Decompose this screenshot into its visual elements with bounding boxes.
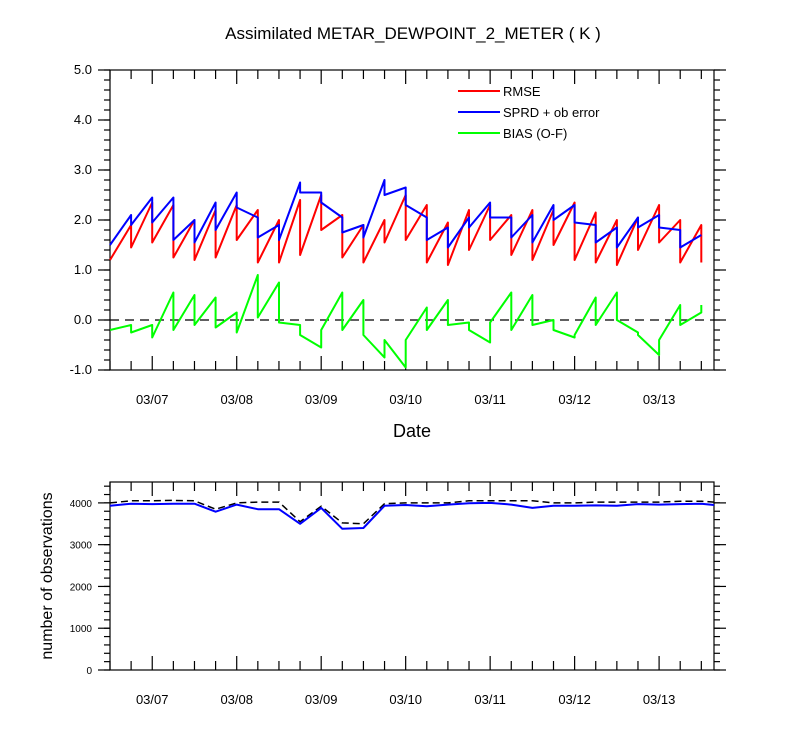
top-y-tick-label: 4.0 (74, 112, 92, 127)
top-x-tick-label: 03/07 (136, 392, 169, 407)
top-y-tick-label: -1.0 (70, 362, 92, 377)
bottom-x-tick-label: 03/08 (220, 692, 253, 707)
top-y-tick-label: 3.0 (74, 162, 92, 177)
bottom-plot-frame (109, 481, 715, 671)
bottom-y-tick-label: 4000 (70, 499, 93, 510)
bottom-y-tick-label: 2000 (70, 582, 93, 593)
top-x-tick-labels: 03/07 03/08 03/09 03/10 03/11 03/12 03/13 (136, 392, 675, 407)
top-y-tick-label: 5.0 (74, 62, 92, 77)
chart-title: Assimilated METAR_DEWPOINT_2_METER ( K ) (225, 24, 601, 43)
top-series (109, 179, 703, 369)
bottom-x-tick-label: 03/07 (136, 692, 169, 707)
top-y-tick-labels: -1.0 0.0 1.0 2.0 3.0 4.0 5.0 (70, 62, 92, 377)
legend-label: SPRD + ob error (503, 105, 600, 120)
bottom-y-tick-label: 1000 (70, 624, 93, 635)
top-x-tick-label: 03/11 (474, 392, 506, 407)
y-axis-label-observations: number of observations (39, 492, 56, 659)
bottom-y-tick-label: 3000 (70, 541, 93, 552)
top-y-tick-label: 0.0 (74, 312, 92, 327)
legend: RMSE SPRD + ob error BIAS (O-F) (458, 84, 600, 141)
bottom-x-tick-label: 03/09 (305, 692, 338, 707)
top-x-tick-label: 03/10 (389, 392, 422, 407)
top-y-tick-label: 1.0 (74, 262, 92, 277)
x-axis-label: Date (393, 421, 431, 441)
top-x-tick-label: 03/08 (220, 392, 253, 407)
bottom-series (109, 499, 715, 530)
bottom-series-assimilated (109, 501, 715, 530)
top-y-tick-label: 2.0 (74, 212, 92, 227)
bottom-x-tick-label: 03/13 (643, 692, 676, 707)
bottom-x-tick-label: 03/12 (558, 692, 591, 707)
top-panel: -1.00.01.02.03.04.05.0 03/07 03/08 03/09 03… (70, 62, 726, 407)
bottom-y-tick-label: 0 (86, 666, 92, 677)
legend-label: BIAS (O-F) (503, 126, 567, 141)
top-x-tick-label: 03/12 (558, 392, 591, 407)
bottom-x-tick-labels: 03/07 03/08 03/09 03/10 03/11 03/12 03/13 (136, 692, 675, 707)
bottom-ticks (98, 482, 726, 671)
top-series-bias-o-f (109, 274, 703, 369)
top-x-tick-label: 03/13 (643, 392, 676, 407)
top-x-tick-label: 03/09 (305, 392, 338, 407)
bottom-x-tick-label: 03/11 (474, 692, 506, 707)
top-ticks (98, 69, 726, 371)
bottom-x-tick-label: 03/10 (389, 692, 422, 707)
bottom-y-tick-labels: 0 1000 2000 3000 4000 (70, 499, 93, 677)
bottom-series-available (109, 499, 715, 525)
top-series-sprd-ob-error (109, 179, 702, 249)
legend-label: RMSE (503, 84, 541, 99)
